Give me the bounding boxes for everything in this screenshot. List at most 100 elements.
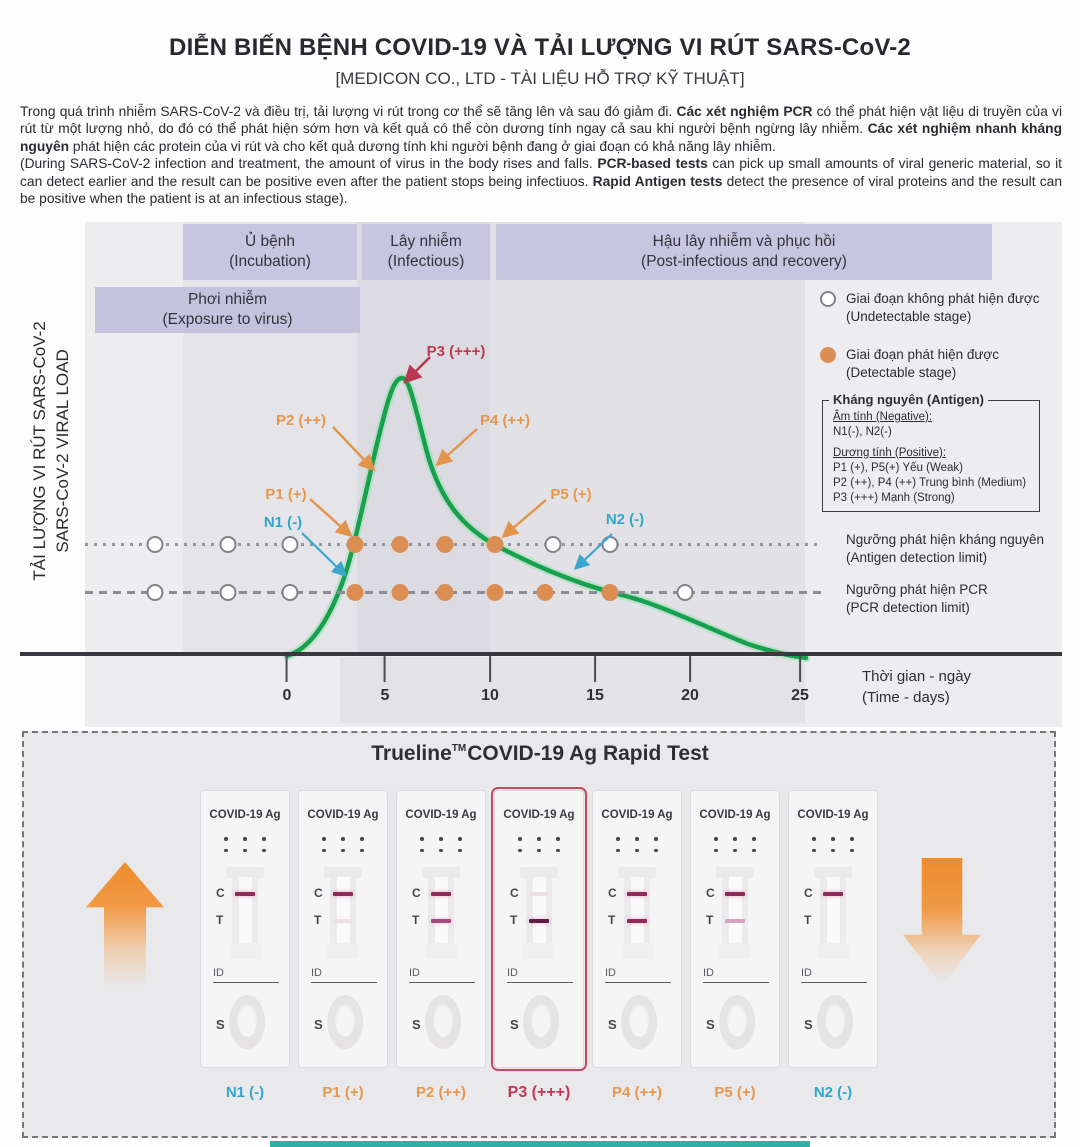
- cassette-window-foot: [621, 943, 653, 959]
- control-line-label: C: [804, 886, 813, 900]
- sample-label-p5: P5 (+): [550, 486, 592, 503]
- x-tick-label: 5: [380, 687, 390, 704]
- sample-well-label: S: [412, 1017, 421, 1032]
- cassette-vent-dots: [808, 837, 858, 852]
- test-line-label: T: [706, 913, 714, 927]
- product-name: COVID-19 Ag Rapid Test: [467, 742, 709, 765]
- cassette-vent-dots: [612, 837, 662, 852]
- exposure-label-en: (Exposure to virus): [162, 311, 293, 328]
- sample-well-label: S: [804, 1017, 813, 1032]
- sample-well: [425, 995, 462, 1049]
- x-tick-mark: [384, 656, 386, 682]
- sample-well-label: S: [314, 1017, 323, 1032]
- cassette-title: COVID-19 Ag: [503, 809, 575, 821]
- x-tick-mark: [593, 656, 596, 682]
- phase-label-vi: Hậu lây nhiễm và phục hồi: [652, 232, 836, 250]
- text-segment: có thể phát hiện vật liệu di truyền của …: [20, 104, 1063, 137]
- negative-values: N1(-), N2(-): [833, 425, 892, 438]
- test-line: [627, 919, 647, 923]
- exposure-band: Phơi nhiễm (Exposure to virus): [95, 287, 360, 333]
- cassette-title: COVID-19 Ag: [405, 809, 477, 821]
- cassette-vent-dots: [710, 837, 760, 852]
- x-axis-title: Thời gian - ngày (Time - days): [862, 666, 971, 708]
- cassette-result-window: [820, 877, 846, 945]
- positive-line: P3 (+++) Mạnh (Strong): [833, 491, 955, 504]
- test-line-label: T: [510, 913, 518, 927]
- text-segment: detect the presence of viral proteins an…: [20, 173, 1062, 207]
- cassette-title: COVID-19 Ag: [797, 809, 869, 821]
- sample-well-label: S: [216, 1017, 225, 1032]
- sample-label-n2: N2 (-): [605, 511, 645, 528]
- control-line: [725, 892, 745, 896]
- intro-text: Trong quá trình nhiễm SARS-CoV-2 và điều…: [20, 103, 1062, 207]
- sample-label-p2: P2 (++): [275, 412, 327, 429]
- test-line-label: T: [314, 913, 322, 927]
- test-line: [333, 919, 353, 923]
- cassette-window-foot: [817, 943, 849, 959]
- phase-label-en: (Infectious): [387, 253, 465, 270]
- sample-label-p3: P3 (+++): [426, 343, 486, 360]
- cassette-window-foot: [425, 943, 457, 959]
- test-line: [529, 919, 549, 923]
- sample-well: [327, 995, 364, 1049]
- x-tick: 0: [282, 656, 292, 705]
- antigen-sample-dot-open: [219, 536, 237, 553]
- test-cassette-n1: COVID-19 Ag C T ID S: [200, 790, 290, 1068]
- x-tick-mark: [688, 656, 691, 682]
- cassette-title: COVID-19 Ag: [209, 809, 281, 821]
- sample-well-label: S: [510, 1017, 519, 1032]
- text-segment: PCR-based tests: [597, 156, 708, 172]
- test-cassette-p1: COVID-19 Ag C T ID S: [298, 790, 388, 1068]
- cassette-result-window: [624, 877, 650, 945]
- id-field: ID: [703, 967, 769, 983]
- cassette-window-cap: [226, 867, 264, 877]
- control-line-label: C: [314, 886, 323, 900]
- pcr-sample-dot-filled: [536, 584, 554, 601]
- legend-label-vi: Giai đoạn phát hiện được: [846, 347, 999, 362]
- phase-label-vi: Ủ bệnh: [245, 232, 295, 250]
- antigen-sample-dot-open: [601, 536, 619, 553]
- phase-band-infectious: Lây nhiễm (Infectious): [362, 224, 490, 280]
- sample-well: [523, 995, 560, 1049]
- filled-circle-icon: [820, 347, 836, 363]
- cassette-window-cap: [716, 867, 754, 877]
- control-line-label: C: [608, 886, 617, 900]
- sample-well: [817, 995, 854, 1049]
- page-subtitle: [MEDICON CO., LTD - TÀI LIỆU HỖ TRỢ KỸ T…: [335, 69, 745, 88]
- cassette-result-window: [722, 877, 748, 945]
- cassette-vent-dots: [220, 837, 270, 852]
- text-segment: Các xét nghiệm PCR: [676, 104, 813, 119]
- x-tick-label: 20: [681, 687, 699, 704]
- cassette-window-cap: [618, 867, 656, 877]
- phase-label-en: (Post-infectious and recovery): [641, 253, 847, 270]
- control-line: [333, 892, 353, 896]
- control-line: [627, 892, 647, 896]
- positive-line: P2 (++), P4 (++) Trung bình (Medium): [833, 476, 1027, 489]
- x-tick-mark: [488, 656, 491, 682]
- phase-label-en: (Incubation): [229, 253, 311, 270]
- sample-well: [719, 995, 756, 1049]
- text-segment: can pick up small amounts of viral gener…: [20, 156, 1062, 189]
- x-tick-label: 0: [282, 687, 292, 704]
- test-line: [431, 919, 451, 923]
- axis-strip-background: [340, 657, 805, 723]
- pcr-sample-dot-open: [219, 584, 237, 601]
- text-segment: (During SARS-CoV-2 infection and treatme…: [20, 156, 598, 172]
- cassette-vent-dots: [318, 837, 368, 852]
- antigen-limit-en: (Antigen detection limit): [846, 549, 988, 565]
- test-line-label: T: [412, 913, 420, 927]
- cassette-window-foot: [327, 943, 359, 959]
- bottom-accent-bar: [270, 1141, 810, 1147]
- x-tick: 5: [380, 656, 390, 705]
- control-line-label: C: [510, 886, 519, 900]
- pcr-sample-dot-open: [281, 584, 299, 601]
- cassette-result-window: [330, 877, 356, 945]
- sample-well: [229, 995, 266, 1049]
- result-label-n1: N1 (-): [225, 1084, 265, 1101]
- phase-label-vi: Lây nhiễm: [390, 232, 462, 250]
- antigen-sample-dot-open: [544, 536, 562, 553]
- text-segment: Rapid Antigen tests: [592, 173, 723, 189]
- x-tick-label: 15: [586, 687, 604, 704]
- cassette-window-cap: [520, 867, 558, 877]
- open-circle-icon: [820, 291, 836, 307]
